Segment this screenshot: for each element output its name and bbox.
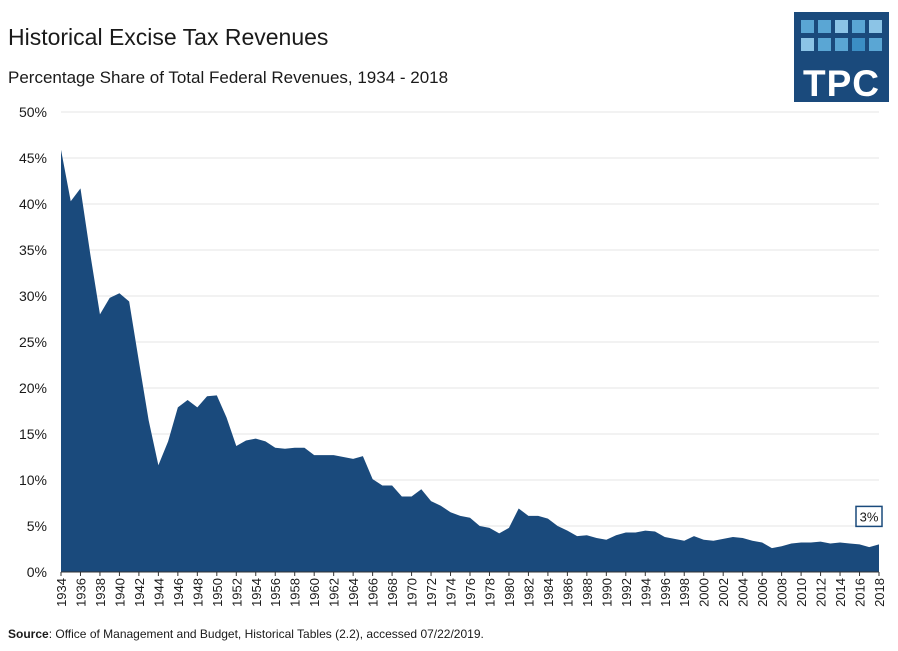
tpc-logo: TPC: [794, 12, 889, 102]
logo-square: [801, 38, 814, 51]
logo-square: [818, 20, 831, 33]
y-tick-label: 5%: [27, 518, 47, 534]
y-tick-label: 50%: [19, 104, 47, 120]
x-tick-label: 1936: [73, 578, 88, 607]
logo-square: [835, 38, 848, 51]
x-tick-label: 2000: [697, 578, 712, 607]
logo-square: [869, 20, 882, 33]
logo-square: [852, 38, 865, 51]
source-label: Source: [8, 627, 49, 641]
x-tick-label: 2012: [814, 578, 829, 607]
x-tick-label: 1978: [482, 578, 497, 607]
x-tick-label: 2010: [794, 578, 809, 607]
x-tick-label: 1960: [307, 578, 322, 607]
x-tick-label: 1950: [210, 578, 225, 607]
x-tick-label: 1952: [229, 578, 244, 607]
y-tick-label: 10%: [19, 472, 47, 488]
last-value-annotation: 3%: [855, 505, 883, 528]
x-tick-label: 2004: [736, 578, 751, 607]
x-tick-label: 1966: [366, 578, 381, 607]
x-tick-label: 2018: [872, 578, 887, 607]
source-text: : Office of Management and Budget, Histo…: [48, 627, 484, 641]
logo-square: [801, 20, 814, 33]
x-tick-label: 1992: [619, 578, 634, 607]
x-tick-label: 1954: [249, 578, 264, 607]
annotation-box: [855, 505, 883, 528]
x-tick-label: 1944: [151, 578, 166, 607]
y-axis-ticks: 0% 5% 10% 15% 20% 25% 30% 35% 40% 45% 50%: [19, 104, 47, 580]
x-tick-label: 1962: [327, 578, 342, 607]
x-tick-label: 1974: [444, 578, 459, 607]
x-tick-label: 1980: [502, 578, 517, 607]
y-tick-label: 30%: [19, 288, 47, 304]
annotation-label: 3%: [860, 509, 879, 524]
logo-square: [869, 38, 882, 51]
x-tick-label: 1982: [521, 578, 536, 607]
logo-square: [852, 20, 865, 33]
x-tick-label: 1972: [424, 578, 439, 607]
x-tick-label: 1948: [190, 578, 205, 607]
logo-text: TPC: [803, 63, 880, 104]
x-tick-label: 1956: [268, 578, 283, 607]
x-tick-label: 2008: [775, 578, 790, 607]
x-tick-label: 1968: [385, 578, 400, 607]
logo-square: [818, 38, 831, 51]
x-axis-ticks: 1934 1936 1938 1940 1942 1944 1946 1948 1950 1952…: [54, 572, 887, 607]
y-tick-label: 35%: [19, 242, 47, 258]
x-tick-label: 1938: [93, 578, 108, 607]
y-tick-label: 40%: [19, 196, 47, 212]
x-tick-label: 2006: [755, 578, 770, 607]
x-tick-label: 2002: [716, 578, 731, 607]
source-note: Source: Office of Management and Budget,…: [8, 627, 484, 641]
x-tick-label: 1984: [541, 578, 556, 607]
x-tick-label: 1976: [463, 578, 478, 607]
x-tick-label: 1934: [54, 578, 69, 607]
x-tick-label: 1942: [132, 578, 147, 607]
x-tick-label: 1958: [288, 578, 303, 607]
y-tick-label: 20%: [19, 380, 47, 396]
y-tick-label: 0%: [27, 564, 47, 580]
x-tick-label: 1964: [346, 578, 361, 607]
x-tick-label: 1994: [638, 578, 653, 607]
chart-subtitle: Percentage Share of Total Federal Revenu…: [8, 68, 449, 87]
x-tick-label: 1986: [560, 578, 575, 607]
x-tick-label: 1946: [171, 578, 186, 607]
y-tick-label: 15%: [19, 426, 47, 442]
chart-title: Historical Excise Tax Revenues: [8, 24, 329, 50]
x-tick-label: 1996: [658, 578, 673, 607]
x-tick-label: 1990: [599, 578, 614, 607]
logo-square: [835, 20, 848, 33]
x-tick-label: 1940: [112, 578, 127, 607]
x-tick-label: 1988: [580, 578, 595, 607]
y-tick-label: 45%: [19, 150, 47, 166]
x-tick-label: 1998: [677, 578, 692, 607]
excise-share-area: [61, 149, 879, 572]
x-tick-label: 1970: [405, 578, 420, 607]
y-tick-label: 25%: [19, 334, 47, 350]
x-tick-label: 2016: [853, 578, 868, 607]
x-tick-label: 2014: [833, 578, 848, 607]
